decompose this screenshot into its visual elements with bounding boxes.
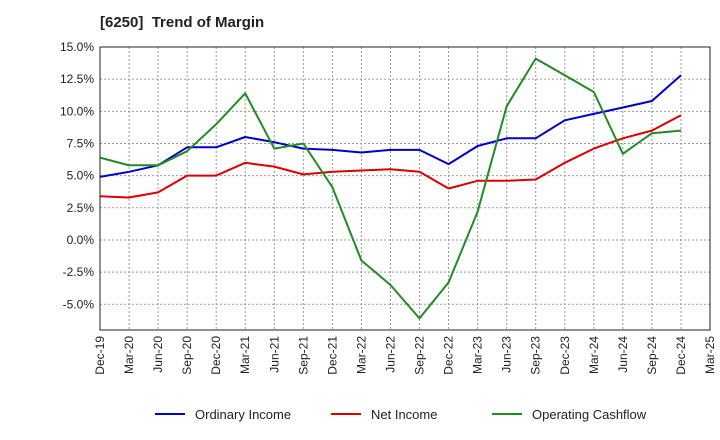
x-tick-label: Sep-20 [180, 336, 194, 375]
legend-label: Net Income [371, 407, 437, 422]
x-tick-label: Mar-25 [703, 336, 717, 374]
legend: Ordinary Income Net Income Operating Cashf… [155, 407, 647, 422]
x-tick-label: Dec-24 [674, 336, 688, 375]
series-line-ordinary-income [99, 74, 682, 178]
y-tick-label: 7.5% [67, 136, 95, 150]
x-tick-label: Mar-21 [238, 336, 252, 374]
x-tick-label: Dec-21 [325, 336, 339, 375]
legend-label: Ordinary Income [195, 407, 291, 422]
legend-label: Operating Cashflow [532, 407, 647, 422]
y-tick-label: 10.0% [60, 104, 94, 118]
y-tick-label: -5.0% [63, 297, 95, 311]
y-tick-label: 0.0% [67, 233, 95, 247]
y-axis: 15.0% 12.5% 10.0% 7.5% 5.0% 2.5% 0.0% -2.5% -5.0… [60, 40, 94, 311]
series-line-net-income [99, 114, 682, 199]
x-tick-label: Dec-22 [442, 336, 456, 375]
chart-title: [6250] Trend of Margin [100, 14, 265, 31]
x-tick-label: Dec-23 [558, 336, 572, 375]
x-tick-label: Jun-22 [383, 336, 397, 373]
x-tick-label: Jun-23 [500, 336, 514, 373]
y-tick-label: 15.0% [60, 40, 94, 54]
y-tick-label: -2.5% [63, 265, 95, 279]
x-tick-label: Mar-22 [354, 336, 368, 374]
x-tick-label: Mar-24 [587, 336, 601, 374]
y-tick-label: 12.5% [60, 72, 94, 86]
x-tick-label: Dec-20 [209, 336, 223, 375]
x-tick-label: Jun-21 [267, 336, 281, 373]
x-tick-label: Sep-23 [529, 336, 543, 375]
x-tick-label: Dec-19 [93, 336, 107, 375]
x-tick-label: Jun-24 [616, 336, 630, 373]
plot-frame [99, 46, 711, 331]
x-tick-label: Sep-24 [645, 336, 659, 375]
y-tick-label: 5.0% [67, 169, 95, 183]
x-tick-label: Jun-20 [151, 336, 165, 373]
x-tick-label: Mar-23 [471, 336, 485, 374]
x-tick-label: Mar-20 [122, 336, 136, 374]
x-tick-label: Sep-22 [413, 336, 427, 375]
x-tick-label: Sep-21 [296, 336, 310, 375]
x-axis: Dec-19 Mar-20 Jun-20 Sep-20 Dec-20 Mar-21 Jun-… [93, 336, 717, 375]
series-line-operating-cashflow [99, 57, 682, 320]
y-tick-label: 2.5% [67, 201, 95, 215]
grid-layer [99, 46, 711, 330]
series-layer [99, 57, 682, 320]
